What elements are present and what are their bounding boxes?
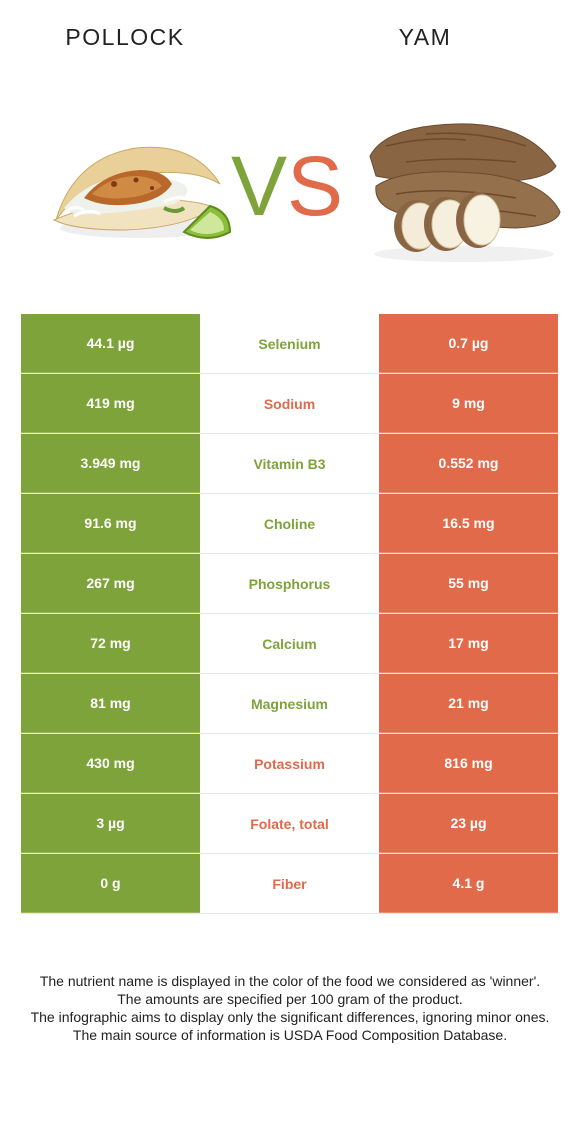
nutrient-name: Magnesium [200, 674, 379, 733]
table-row: 72 mg Calcium 17 mg [21, 614, 558, 674]
footnote-line: The amounts are specified per 100 gram o… [117, 991, 463, 1007]
pollock-value: 44.1 µg [21, 314, 200, 373]
nutrient-name: Fiber [200, 854, 379, 913]
pollock-value: 81 mg [21, 674, 200, 733]
nutrient-name: Sodium [200, 374, 379, 433]
pollock-value: 3 µg [21, 794, 200, 853]
pollock-taco-image [52, 146, 232, 239]
yam-value: 0.7 µg [379, 314, 558, 373]
right-food-title: YAM [398, 24, 452, 50]
nutrient-name: Phosphorus [200, 554, 379, 613]
footnote-line: The nutrient name is displayed in the co… [39, 973, 541, 989]
yam-value: 0.552 mg [379, 434, 558, 493]
pollock-value: 430 mg [21, 734, 200, 793]
table-row: 267 mg Phosphorus 55 mg [21, 554, 558, 614]
pollock-value: 0 g [21, 854, 200, 913]
table-row: 430 mg Potassium 816 mg [21, 734, 558, 794]
table-row: 3.949 mg Vitamin B3 0.552 mg [21, 434, 558, 494]
table-row: 419 mg Sodium 9 mg [21, 374, 558, 434]
yam-value: 55 mg [379, 554, 558, 613]
yam-value: 17 mg [379, 614, 558, 673]
yam-value: 816 mg [379, 734, 558, 793]
yam-value: 21 mg [379, 674, 558, 733]
table-row: 44.1 µg Selenium 0.7 µg [21, 314, 558, 374]
vs-v: V [230, 139, 287, 233]
nutrient-name: Choline [200, 494, 379, 553]
pollock-value: 419 mg [21, 374, 200, 433]
nutrient-comparison-table: 44.1 µg Selenium 0.7 µg 419 mg Sodium 9 mg 3.9… [21, 314, 558, 914]
yam-image [369, 123, 561, 262]
nutrient-name: Folate, total [200, 794, 379, 853]
nutrient-name: Vitamin B3 [200, 434, 379, 493]
yam-value: 9 mg [379, 374, 558, 433]
table-row: 81 mg Magnesium 21 mg [21, 674, 558, 734]
nutrient-name: Calcium [200, 614, 379, 673]
nutrient-name: Selenium [200, 314, 379, 373]
table-row: 91.6 mg Choline 16.5 mg [21, 494, 558, 554]
yam-value: 16.5 mg [379, 494, 558, 553]
footnote-line: The infographic aims to display only the… [30, 1009, 550, 1025]
nutrient-name: Potassium [200, 734, 379, 793]
table-row: 3 µg Folate, total 23 µg [21, 794, 558, 854]
left-food-title: POLLOCK [65, 24, 185, 50]
table-row: 0 g Fiber 4.1 g [21, 854, 558, 914]
pollock-value: 91.6 mg [21, 494, 200, 553]
pollock-value: 3.949 mg [21, 434, 200, 493]
footnote-line: The main source of information is USDA F… [72, 1027, 508, 1043]
yam-value: 4.1 g [379, 854, 558, 913]
footnote: The nutrient name is displayed in the co… [20, 972, 560, 1044]
pollock-value: 267 mg [21, 554, 200, 613]
yam-value: 23 µg [379, 794, 558, 853]
vs-label: VS [222, 138, 352, 234]
pollock-value: 72 mg [21, 614, 200, 673]
vs-s: S [287, 139, 344, 233]
